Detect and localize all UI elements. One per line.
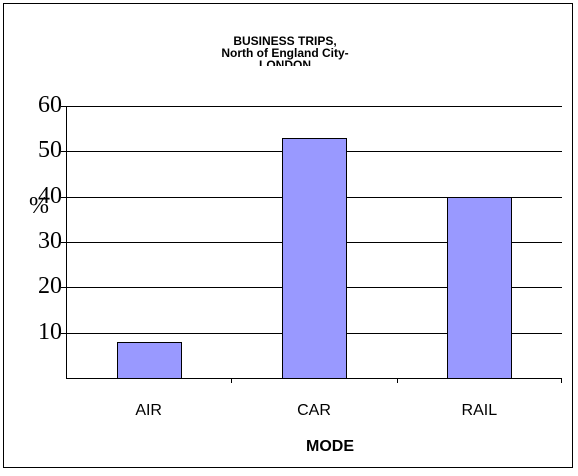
x-axis-label: MODE bbox=[306, 438, 354, 455]
y-tick-label: 50 bbox=[38, 136, 62, 163]
y-axis-label: % bbox=[29, 193, 49, 219]
x-tick-label-car: CAR bbox=[297, 402, 331, 419]
chart-title-line-1: BUSINESS TRIPS, bbox=[233, 34, 337, 48]
x-tick-label-rail: RAIL bbox=[461, 402, 498, 419]
x-tick-label-air: AIR bbox=[135, 402, 162, 419]
y-tick-label: 10 bbox=[38, 318, 62, 345]
y-tick-label: 20 bbox=[38, 272, 62, 299]
y-tick-label: 30 bbox=[38, 227, 62, 254]
bar-car bbox=[282, 138, 347, 379]
y-tick-label: 40 bbox=[38, 182, 62, 209]
chart-title-line-2: North of England City- bbox=[221, 46, 349, 60]
chart-title-line-3: LONDON bbox=[259, 58, 311, 66]
bars bbox=[117, 138, 512, 379]
bar-air bbox=[117, 342, 182, 379]
y-tick-label: 60 bbox=[38, 91, 62, 118]
axes bbox=[61, 106, 562, 383]
bar-rail bbox=[447, 197, 512, 379]
